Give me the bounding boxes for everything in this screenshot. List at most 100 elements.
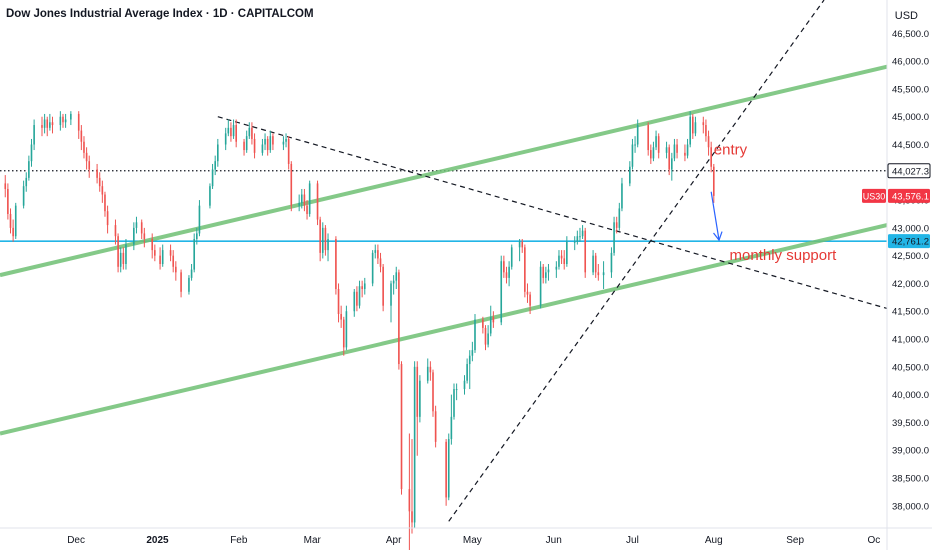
candle: [447, 433, 450, 501]
candle-body: [88, 161, 91, 170]
candle: [7, 183, 9, 220]
candle: [287, 136, 290, 170]
candle-body: [419, 380, 421, 417]
candle-body: [482, 319, 484, 328]
candle: [30, 138, 33, 167]
candle-body: [432, 372, 434, 412]
candle: [298, 194, 300, 212]
chart-title: Dow Jones Industrial Average Index · 1D …: [6, 8, 314, 20]
candle-body: [356, 291, 358, 306]
candle-body: [253, 138, 256, 153]
candle: [411, 439, 413, 534]
candle: [104, 191, 106, 217]
candle-body: [46, 119, 49, 128]
candle-body: [269, 136, 272, 151]
candle: [161, 244, 164, 267]
candle: [621, 177, 623, 212]
candle: [450, 394, 453, 445]
candle-body: [560, 255, 563, 259]
candle-body: [227, 127, 230, 134]
candle-body: [28, 161, 30, 178]
candle-body: [411, 511, 413, 523]
candle-body: [584, 230, 587, 273]
candle-body: [143, 233, 146, 239]
candle-body: [487, 333, 489, 345]
price-tick-label: 42,500.0: [892, 251, 929, 262]
candle: [539, 261, 542, 309]
candle-body: [363, 283, 366, 290]
candle-body: [175, 266, 177, 273]
price-tick-label: 46,500.0: [892, 29, 929, 40]
candle: [521, 238, 524, 253]
candle: [602, 261, 605, 290]
candle-body: [287, 138, 290, 164]
candle-body: [647, 125, 650, 151]
candle: [707, 130, 710, 156]
candle: [482, 316, 484, 334]
candle: [615, 216, 618, 234]
candle-body: [702, 122, 705, 126]
candle-body: [196, 233, 198, 239]
candle-body: [33, 125, 35, 145]
candle: [484, 325, 487, 351]
candle: [83, 136, 85, 159]
candle-body: [542, 266, 545, 278]
price-tick-label: 38,000.0: [892, 501, 929, 512]
candle: [508, 261, 510, 287]
candle: [88, 155, 91, 178]
price-tick-label: 44,500.0: [892, 140, 929, 151]
candle-body: [691, 116, 694, 134]
candle-body: [193, 238, 196, 270]
candle-body: [224, 133, 227, 145]
candle: [668, 144, 670, 176]
candle-body: [319, 219, 321, 253]
candle-body: [308, 183, 311, 214]
candle: [209, 183, 211, 209]
candle: [22, 180, 25, 209]
candle: [251, 122, 253, 145]
candle-body: [657, 136, 660, 153]
candle: [159, 247, 161, 270]
candle: [43, 113, 46, 134]
candle: [613, 216, 615, 256]
currency-label[interactable]: USD: [894, 10, 918, 22]
candle: [85, 147, 88, 170]
symbol-tag: [862, 188, 886, 203]
candle-body: [555, 266, 558, 270]
candle: [597, 264, 600, 281]
candle: [324, 225, 327, 256]
candle: [665, 141, 668, 159]
candle: [119, 247, 122, 273]
candle-body: [526, 291, 529, 295]
candle-body: [429, 366, 432, 373]
candle-body: [400, 364, 403, 490]
candle: [285, 133, 287, 148]
candle-body: [500, 261, 503, 323]
candle-body: [22, 186, 25, 206]
candle-body: [321, 227, 324, 253]
candle-body: [230, 127, 232, 137]
time-axis[interactable]: Dec 2025 Feb Mar Apr May Jun Jul Aug Sep Oc: [67, 535, 880, 546]
candle-body: [597, 272, 600, 276]
candle-body: [652, 147, 655, 159]
candle-body: [98, 177, 101, 187]
candle: [657, 133, 660, 159]
candle-body: [471, 350, 474, 356]
candle-body: [634, 144, 636, 146]
candle-body: [581, 230, 584, 237]
candle-body: [198, 205, 201, 234]
candle-body: [12, 227, 14, 237]
candle: [445, 439, 447, 506]
price-tick-label: 39,500.0: [892, 418, 929, 429]
candle: [566, 236, 568, 267]
candle-body: [316, 183, 319, 220]
candle-body: [9, 213, 12, 228]
candle: [319, 216, 321, 262]
arrow-shaft: [710, 191, 720, 241]
candle-body: [290, 163, 293, 206]
candle-body: [140, 222, 143, 234]
candle-body: [83, 141, 85, 153]
candle-body: [670, 158, 673, 170]
candle-body: [248, 127, 251, 137]
